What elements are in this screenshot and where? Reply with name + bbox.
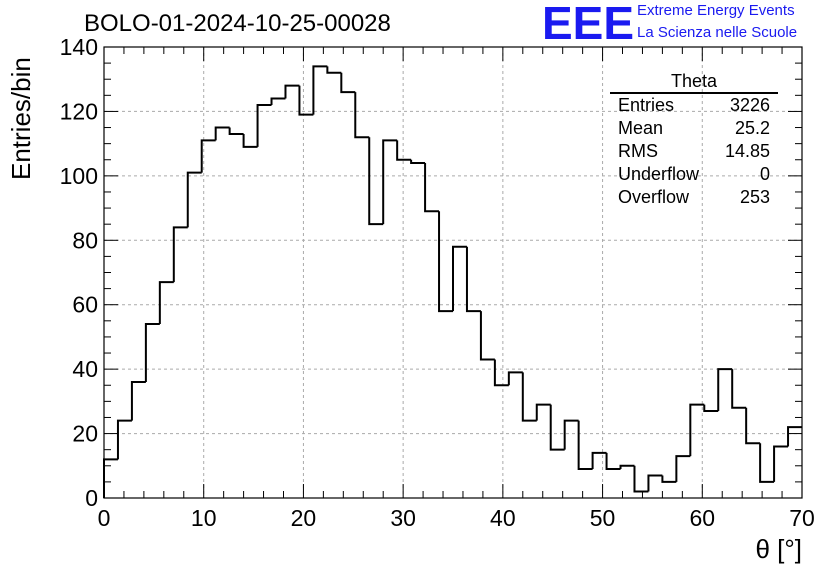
histogram-bin	[759, 443, 775, 483]
histogram-bin	[214, 126, 230, 141]
eee-logo: EEE	[542, 0, 635, 49]
logo-line-1: Extreme Energy Events	[637, 2, 795, 19]
histogram-bin	[507, 371, 523, 386]
logo-line-2: La Scienza nelle Scuole	[637, 24, 798, 41]
histogram-bin	[479, 311, 495, 361]
histogram-bin	[619, 464, 635, 470]
histogram-bin	[382, 139, 398, 225]
stats-row-rms: RMS 14.85	[610, 140, 778, 163]
x-tick-label: 20	[291, 505, 317, 531]
histogram-bin	[577, 420, 593, 471]
stats-label: Underflow	[618, 164, 700, 184]
y-axis-label: Entries/bin	[6, 57, 36, 180]
axis-ticks	[103, 46, 803, 499]
histogram-bin	[116, 419, 132, 460]
x-tick-label: 0	[98, 505, 111, 531]
histogram-bin	[158, 281, 174, 325]
x-tick-label: 30	[390, 505, 416, 531]
stats-value: 14.85	[724, 141, 770, 161]
stats-label: Overflow	[618, 187, 690, 207]
y-tick-label: 0	[85, 485, 98, 511]
stats-box: Theta Entries 3226 Mean 25.2 RMS 14.85 U…	[610, 70, 778, 209]
histogram-bin	[172, 226, 188, 283]
histogram-bin	[605, 452, 621, 471]
histogram-bin	[410, 159, 426, 164]
histogram-bin	[703, 404, 719, 413]
histogram-bin	[549, 404, 565, 451]
histogram-bin	[186, 171, 202, 228]
histogram-bin	[270, 97, 286, 105]
stats-title: Theta	[610, 70, 778, 94]
x-tick-label: 70	[789, 505, 815, 531]
histogram-bin	[647, 474, 663, 492]
y-tick-label: 140	[60, 34, 98, 60]
histogram-bin	[396, 140, 412, 161]
stats-row-overflow: Overflow 253	[610, 186, 778, 209]
y-tick-label: 80	[72, 227, 98, 253]
histogram-bin	[298, 85, 314, 116]
histogram-bin	[354, 92, 370, 139]
histogram-bin	[465, 246, 481, 313]
histogram-bin	[312, 65, 328, 115]
y-tick-label: 100	[60, 163, 98, 189]
x-axis-label: θ [°]	[755, 534, 802, 564]
histogram-bin	[242, 133, 258, 148]
histogram-bin	[521, 372, 537, 422]
stats-label: Mean	[618, 118, 664, 138]
histogram-bin	[144, 323, 160, 383]
histogram-bin	[535, 403, 551, 421]
histogram-bin	[493, 359, 509, 387]
x-tick-label: 40	[490, 505, 516, 531]
histogram-bin	[661, 475, 677, 483]
run-title: BOLO-01-2024-10-25-00028	[84, 10, 391, 37]
stats-value: 253	[739, 187, 770, 207]
x-tick-label: 60	[689, 505, 715, 531]
y-tick-label: 60	[72, 292, 98, 318]
histogram-bin	[563, 419, 579, 450]
x-tick-label: 10	[191, 505, 217, 531]
histogram-bin	[200, 139, 216, 173]
stats-row-mean: Mean 25.2	[610, 117, 778, 140]
stats-label: Entries	[618, 95, 675, 115]
stats-value: 3226	[729, 95, 770, 115]
histogram-bin	[284, 84, 300, 99]
histogram-bin	[745, 407, 761, 445]
histogram-bin	[103, 458, 118, 498]
histogram-bin	[368, 137, 384, 226]
histogram-bin	[731, 369, 747, 409]
histogram-series	[103, 65, 802, 498]
stats-row-entries: Entries 3226	[610, 94, 778, 117]
x-tick-label: 50	[590, 505, 616, 531]
histogram-bin	[130, 381, 146, 421]
stats-value: 0	[759, 164, 770, 184]
histogram-bin	[675, 455, 691, 482]
histogram-bin	[340, 72, 356, 94]
histogram-bin	[228, 127, 244, 135]
histogram-bin	[424, 162, 440, 213]
histogram-bin	[438, 211, 453, 313]
histogram-bin	[717, 368, 733, 412]
histogram-bin	[633, 465, 649, 493]
stats-row-underflow: Underflow 0	[610, 163, 778, 186]
histogram-bin	[591, 451, 607, 470]
histogram-bin	[326, 66, 342, 74]
histogram-bin	[256, 103, 272, 147]
histogram-bin	[452, 245, 467, 312]
y-tick-label: 20	[72, 421, 98, 447]
histogram-bin	[787, 426, 802, 447]
stats-label: RMS	[618, 141, 658, 161]
tick-labels: 0 10 20 30 40 50 60 70 0 20 40 60 80 100 120 140	[60, 34, 815, 531]
histogram-bin	[689, 403, 705, 457]
y-tick-label: 40	[72, 356, 98, 382]
histogram-bin	[773, 445, 789, 482]
y-tick-label: 120	[60, 98, 98, 124]
stats-value: 25.2	[734, 118, 770, 138]
